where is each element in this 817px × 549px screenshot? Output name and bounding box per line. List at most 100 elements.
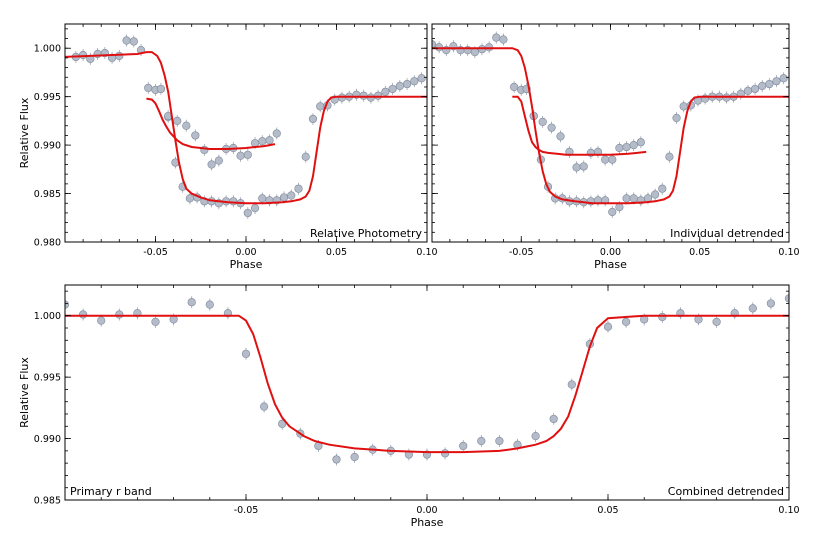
data-point — [463, 44, 472, 57]
data-point — [441, 447, 450, 460]
data-point — [78, 49, 88, 62]
data-point — [743, 84, 753, 97]
data-point — [229, 195, 238, 208]
data-point — [359, 89, 368, 102]
data-point — [547, 121, 556, 134]
data-point — [133, 307, 142, 320]
data-point — [388, 82, 397, 95]
data-point — [214, 154, 223, 167]
data-point — [173, 114, 182, 127]
data-point — [144, 81, 153, 94]
data-point — [395, 80, 404, 93]
y-tick-label: 0.995 — [34, 92, 61, 103]
data-point — [456, 44, 465, 57]
data-point — [314, 439, 323, 452]
y-tick-label: 0.985 — [34, 496, 61, 507]
data-point — [316, 100, 325, 113]
x-tick-label: -0.05 — [143, 247, 168, 258]
data-point — [549, 412, 558, 425]
x-tick-label: 0.10 — [778, 247, 799, 258]
data-point — [236, 149, 245, 162]
data-point — [556, 130, 565, 143]
data-point — [241, 347, 251, 360]
data-point — [78, 308, 88, 321]
data-point — [758, 80, 767, 93]
x-tick-label: 0.05 — [597, 505, 618, 516]
data-point — [750, 82, 760, 95]
data-point — [736, 87, 745, 100]
data-point — [332, 453, 341, 466]
data-point — [107, 51, 117, 64]
data-point — [608, 205, 617, 218]
data-point — [352, 88, 361, 101]
data-point — [207, 158, 216, 171]
data-point — [410, 75, 419, 88]
y-axis-label: Relative Flux — [18, 357, 31, 428]
data-point — [449, 40, 458, 53]
data-point — [330, 93, 339, 106]
y-tick-label: 0.980 — [34, 238, 61, 249]
data-point — [272, 127, 281, 140]
x-tick-label: 0.00 — [600, 247, 621, 258]
data-point — [200, 143, 209, 156]
x-tick-label: 0.05 — [689, 247, 710, 258]
data-point — [100, 47, 109, 60]
data-point — [492, 31, 501, 44]
data-point — [294, 182, 303, 195]
y-tick-label: 0.995 — [34, 373, 61, 384]
data-point — [495, 435, 504, 448]
data-point — [622, 141, 631, 154]
y-tick-label: 1.000 — [34, 44, 61, 55]
data-point — [151, 315, 160, 328]
data-point — [86, 52, 95, 65]
data-point — [772, 75, 781, 88]
data-point — [565, 145, 574, 158]
data-point — [510, 80, 519, 93]
data-point — [567, 378, 576, 391]
data-point — [272, 194, 281, 207]
data-point — [301, 150, 310, 163]
data-point — [586, 146, 595, 159]
panel-individual-detrended: -0.05 0.00 0.05 0.10 Individual detrended P… — [431, 23, 800, 271]
data-point — [182, 119, 191, 132]
data-point — [665, 150, 674, 163]
data-point — [214, 197, 223, 210]
data-point — [205, 298, 214, 311]
data-point — [122, 34, 131, 47]
x-tick-label: 0.00 — [416, 505, 437, 516]
y-tick-label: 0.985 — [34, 189, 61, 200]
data-point — [191, 129, 200, 142]
data-point — [679, 100, 688, 113]
model-curve — [146, 97, 276, 150]
data-point — [402, 78, 412, 91]
data-point — [115, 308, 124, 321]
y-axis-label: Relative Flux — [18, 97, 31, 168]
data-point — [258, 135, 267, 148]
data-point — [93, 48, 102, 61]
data-point — [381, 85, 390, 98]
data-point — [615, 142, 624, 155]
data-point — [572, 161, 581, 174]
data-point — [712, 315, 721, 328]
data-point — [422, 448, 432, 461]
panel-annotation-right: Combined detrended — [668, 485, 784, 498]
data-point — [129, 35, 138, 48]
panel-annotation: Relative Photometry — [310, 227, 423, 240]
data-point — [417, 72, 426, 85]
model-curve — [65, 314, 789, 454]
model-curve — [65, 51, 427, 205]
data-point — [593, 145, 603, 158]
data-point — [115, 49, 124, 62]
data-point — [404, 448, 414, 461]
data-point — [766, 297, 776, 310]
data-point — [658, 182, 667, 195]
data-point — [374, 89, 383, 102]
data-point — [586, 195, 595, 208]
data-point — [278, 417, 287, 430]
panel-combined-detrended: -0.05 0.00 0.05 0.10 0.985 0.990 0.995 1.000 Pr… — [18, 284, 800, 529]
panel-annotation-left: Primary r band — [70, 485, 152, 498]
y-tick-label: 0.990 — [34, 434, 61, 445]
data-point — [601, 194, 610, 207]
data-point — [603, 320, 613, 333]
